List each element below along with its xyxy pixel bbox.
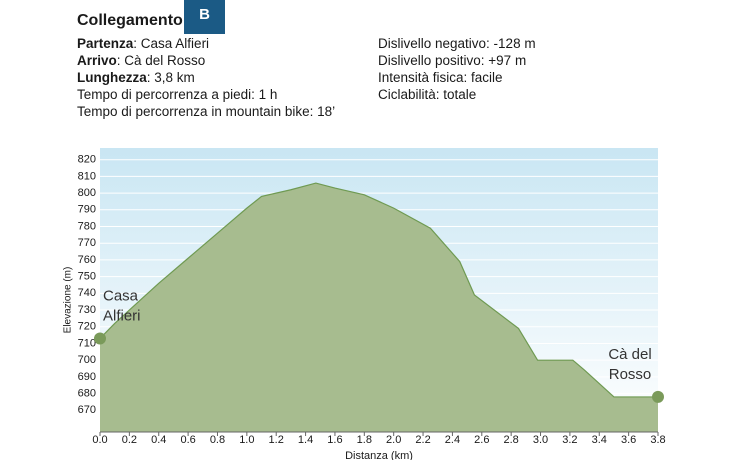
detail-text: Tempo di percorrenza a piedi: 1 h	[77, 87, 278, 102]
detail-text: : Casa Alfieri	[133, 36, 210, 51]
details-left: Partenza: Casa Alfieri Arrivo: Cà del Ros…	[77, 35, 335, 120]
details-right: Dislivello negativo: -128 m Dislivello po…	[378, 35, 536, 103]
detail-row: Partenza: Casa Alfieri	[77, 35, 335, 52]
y-tick-label: 670	[78, 404, 96, 416]
y-tick-label: 750	[78, 271, 96, 283]
detail-text: : 3,8 km	[146, 70, 195, 85]
area	[100, 183, 658, 432]
detail-row: Arrivo: Cà del Rosso	[77, 52, 335, 69]
y-tick-label: 690	[78, 371, 96, 383]
x-tick-label: 0.4	[151, 434, 166, 446]
y-tick-label: 760	[78, 254, 96, 266]
detail-row: Tempo di percorrenza a piedi: 1 h	[77, 86, 335, 103]
y-tick-label: 780	[78, 220, 96, 232]
x-tick-label: 3.6	[621, 434, 636, 446]
endpoint-marker	[94, 332, 106, 345]
detail-row: Dislivello negativo: -128 m	[378, 36, 536, 51]
x-tick-label: 2.4	[445, 434, 460, 446]
endpoint-marker	[652, 390, 664, 403]
y-tick-label: 810	[78, 170, 96, 182]
badge: B	[184, 0, 225, 34]
y-tick-label: 770	[78, 237, 96, 249]
x-tick-label: 3.8	[650, 434, 665, 446]
detail-row: Intensità fisica: facile	[378, 70, 503, 85]
y-tick-label: 740	[78, 287, 96, 299]
x-tick-label: 1.4	[298, 434, 313, 446]
detail-text: : Cà del Rosso	[116, 53, 206, 68]
annotation: Alfieri	[103, 307, 141, 324]
x-tick-label: 0.6	[180, 434, 195, 446]
x-tick-label: 2.0	[386, 434, 401, 446]
x-tick-label: 0.0	[92, 434, 107, 446]
title: Collegamento	[77, 12, 183, 29]
x-tick-label: 1.0	[239, 434, 254, 446]
detail-row: Ciclabilità: totale	[378, 87, 477, 102]
x-tick-label: 3.2	[562, 434, 577, 446]
x-tick-label: 3.4	[592, 434, 607, 446]
profile-line	[99, 182, 658, 398]
detail-row: Dislivello positivo: +97 m	[378, 53, 527, 68]
x-tick-label: 1.2	[269, 434, 284, 446]
detail-row: Tempo di percorrenza in mountain bike: 1…	[77, 103, 335, 120]
y-tick-label: 730	[78, 304, 96, 316]
x-tick-label: 2.2	[415, 434, 430, 446]
annotation: Cà del	[608, 346, 651, 363]
x-tick-label: 2.6	[474, 434, 489, 446]
annotation: Casa	[103, 287, 139, 304]
y-tick-label: 700	[78, 354, 96, 366]
x-tick-label: 0.8	[210, 434, 225, 446]
y-tick-label: 710	[78, 337, 96, 349]
detail-label: Partenza	[77, 36, 134, 51]
detail-text: Tempo di percorrenza in mountain bike: 1…	[77, 104, 336, 119]
detail-label: Arrivo	[77, 53, 117, 68]
x-tick-label: 2.8	[504, 434, 519, 446]
x-tick-label: 1.8	[357, 434, 372, 446]
detail-label: Lunghezza	[77, 70, 147, 85]
x-axis-label: Distanza (km)	[345, 450, 413, 460]
detail-row: Lunghezza: 3,8 km	[77, 69, 335, 86]
annotation: Rosso	[609, 366, 652, 383]
x-tick-label: 0.2	[122, 434, 137, 446]
y-tick-label: 820	[78, 154, 96, 166]
y-tick-label: 720	[78, 321, 96, 333]
y-axis-label: Elevazione (m)	[63, 267, 74, 334]
y-tick-label: 800	[78, 187, 96, 199]
y-tick-label: 680	[78, 387, 96, 399]
x-tick-label: 3.0	[533, 434, 548, 446]
y-tick-label: 790	[78, 204, 96, 216]
x-tick-label: 1.6	[327, 434, 342, 446]
